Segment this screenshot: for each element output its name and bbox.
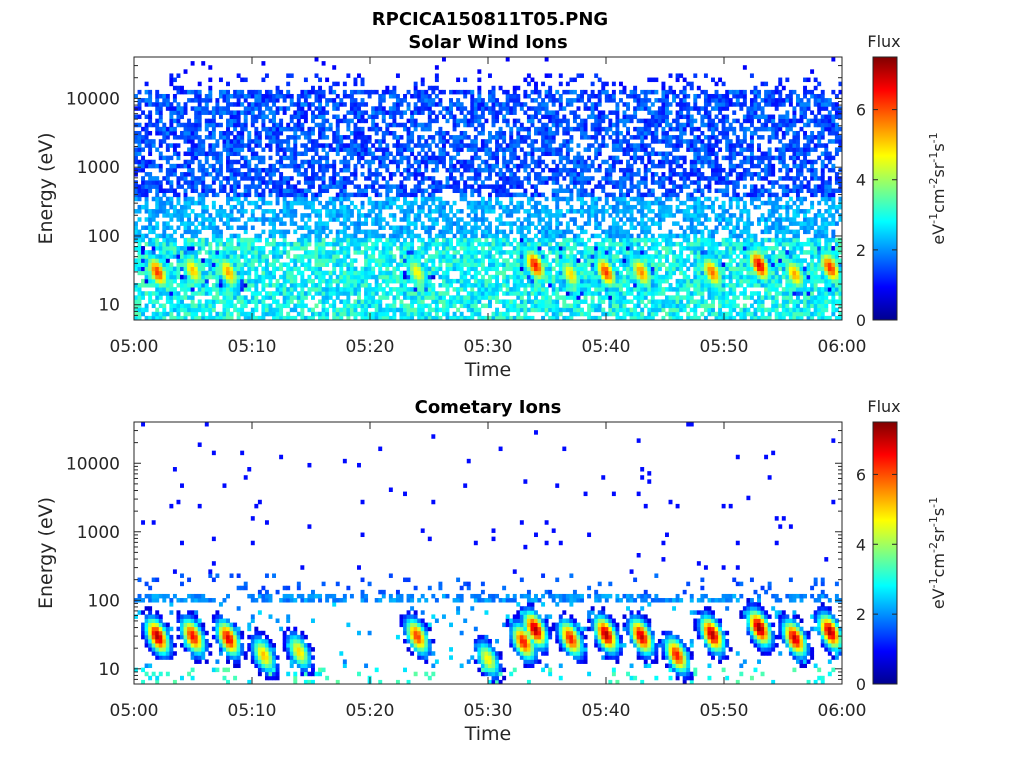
y-tick-label: 1000 [77, 523, 120, 543]
colorbar: 0 2 4 6 Flux eV-1​cm-2​sr-1​s-1​ [856, 32, 948, 330]
x-tick-label: 05:40 [582, 337, 631, 357]
colorbar-tick-label: 0 [856, 311, 866, 330]
x-axis-label: Time [464, 359, 512, 381]
y-tick-label: 1000 [77, 158, 120, 178]
panel-solar-wind: Solar Wind Ions 10 100 1000 10000 05:00 05:10 0… [35, 32, 948, 381]
y-axis-label: Energy (eV) [35, 132, 57, 244]
colorbar-tick-label: 2 [856, 605, 866, 624]
panel-title: Solar Wind Ions [408, 32, 567, 53]
x-tick-label: 05:50 [700, 701, 749, 721]
y-tick-label: 10000 [66, 89, 120, 109]
heatmap-cells [134, 422, 843, 685]
colorbar-tick-label: 2 [856, 241, 866, 260]
x-tick-label: 06:00 [818, 337, 867, 357]
colorbar-units: eV-1​cm-2​sr-1​s-1​ [927, 497, 948, 609]
x-tick-label: 05:30 [464, 701, 513, 721]
figure-title: RPCICA150811T05.PNG [372, 9, 608, 30]
heatmap-cells [134, 57, 843, 321]
colorbar-title: Flux [867, 397, 900, 416]
colorbar-tick-label: 6 [856, 101, 866, 120]
x-tick-label: 05:30 [464, 337, 513, 357]
colorbar: 0 2 4 6 Flux eV-1​cm-2​sr-1​s-1​ [856, 397, 948, 694]
x-tick-label: 05:00 [110, 337, 159, 357]
x-axis-label: Time [464, 723, 512, 745]
panel-cometary: Cometary Ions 10 100 1000 10000 05:00 05:10 05:… [35, 397, 948, 745]
y-tick-label: 10 [98, 660, 120, 680]
colorbar-tick-label: 4 [856, 171, 866, 190]
y-axis-label: Energy (eV) [35, 497, 57, 609]
x-tick-label: 05:20 [346, 701, 395, 721]
colorbar-units: eV-1​cm-2​sr-1​s-1​ [927, 132, 948, 244]
x-tick-label: 05:40 [582, 701, 631, 721]
y-tick-label: 100 [88, 591, 120, 611]
panel-title: Cometary Ions [415, 397, 562, 418]
x-tick-label: 05:00 [110, 701, 159, 721]
colorbar-tick-label: 4 [856, 535, 866, 554]
y-tick-label: 10 [98, 296, 120, 316]
x-tick-label: 05:50 [700, 337, 749, 357]
colorbar-title: Flux [867, 32, 900, 51]
x-tick-label: 05:10 [228, 701, 277, 721]
x-tick-label: 05:20 [346, 337, 395, 357]
y-tick-label: 10000 [66, 454, 120, 474]
x-tick-label: 05:10 [228, 337, 277, 357]
colorbar-tick-label: 6 [856, 465, 866, 484]
y-tick-label: 100 [88, 227, 120, 247]
colorbar-tick-label: 0 [856, 675, 866, 694]
x-tick-label: 06:00 [818, 701, 867, 721]
